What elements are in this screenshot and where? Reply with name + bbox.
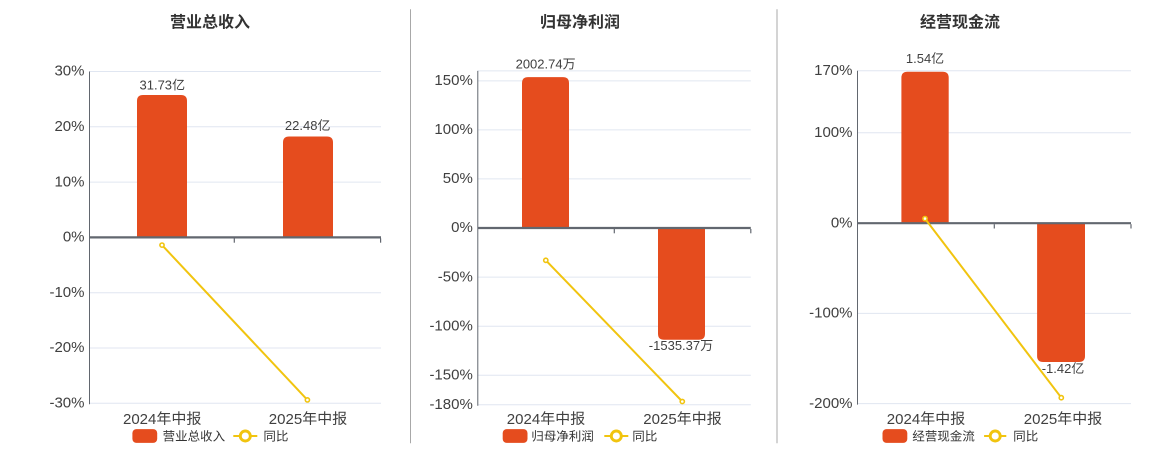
svg-text:100%: 100% bbox=[434, 121, 472, 138]
svg-text:-10%: -10% bbox=[49, 284, 84, 301]
svg-text:-1.42: -1.42 bbox=[1042, 361, 1072, 376]
svg-text:10%: 10% bbox=[54, 173, 84, 190]
svg-text:0%: 0% bbox=[831, 214, 853, 231]
svg-text:-100%: -100% bbox=[429, 317, 472, 334]
svg-text:-150%: -150% bbox=[429, 366, 472, 383]
svg-text:170%: 170% bbox=[814, 62, 852, 79]
svg-text:-100%: -100% bbox=[809, 305, 852, 322]
svg-text:31.73: 31.73 bbox=[140, 78, 173, 93]
svg-text:1.54: 1.54 bbox=[906, 51, 931, 66]
svg-text:20%: 20% bbox=[54, 118, 84, 135]
svg-text:-50%: -50% bbox=[438, 268, 473, 285]
svg-text:2025: 2025 bbox=[269, 411, 302, 428]
svg-text:2024: 2024 bbox=[887, 411, 920, 428]
svg-text:22.48: 22.48 bbox=[285, 118, 318, 133]
svg-text:2002.74: 2002.74 bbox=[516, 57, 563, 72]
svg-text:-20%: -20% bbox=[49, 339, 84, 356]
svg-text:2024: 2024 bbox=[507, 411, 540, 428]
svg-text:2025: 2025 bbox=[643, 411, 676, 428]
svg-text:-180%: -180% bbox=[429, 396, 472, 413]
svg-text:-30%: -30% bbox=[49, 395, 84, 412]
svg-text:2025: 2025 bbox=[1024, 411, 1057, 428]
svg-text:0%: 0% bbox=[451, 219, 473, 236]
svg-text:-200%: -200% bbox=[809, 395, 852, 412]
svg-text:50%: 50% bbox=[443, 170, 473, 187]
svg-text:30%: 30% bbox=[54, 63, 84, 80]
svg-text:-1535.37: -1535.37 bbox=[649, 338, 700, 353]
svg-text:0%: 0% bbox=[63, 229, 85, 246]
svg-text:2024: 2024 bbox=[123, 411, 156, 428]
svg-text:100%: 100% bbox=[814, 124, 852, 141]
svg-text:150%: 150% bbox=[434, 72, 472, 89]
